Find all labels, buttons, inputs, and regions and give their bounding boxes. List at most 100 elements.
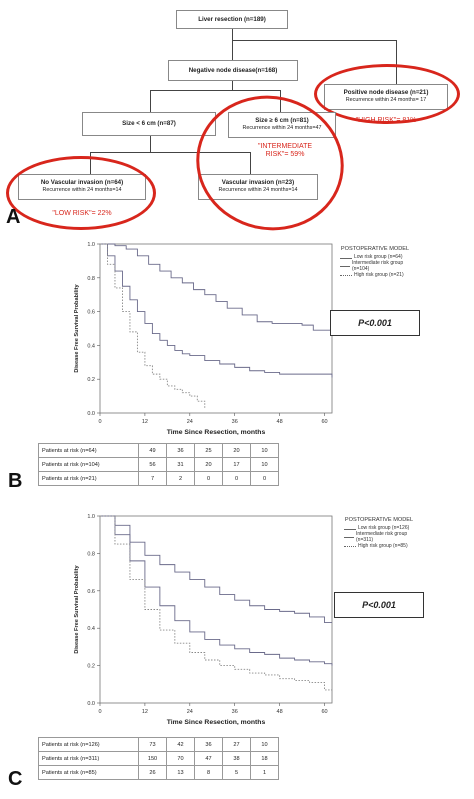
low-risk-curve xyxy=(100,515,332,624)
risk-cell: 47 xyxy=(194,751,223,766)
vascular-sub: Recurrence within 24 months=14 xyxy=(218,186,298,193)
size-large-sub: Recurrence within 24 months=47 xyxy=(242,124,322,131)
vascular-node: Vascular invasion (n=23) Recurrence with… xyxy=(198,174,318,200)
plot-frame xyxy=(99,243,333,414)
panel-b-letter: B xyxy=(8,470,23,492)
size-large-node: Size ≥ 6 cm (n=81) Recurrence within 24 … xyxy=(228,112,336,138)
negative-node-label: Negative node disease(n=168) xyxy=(188,67,278,74)
legend-b-entry-high: High risk group (n=21) xyxy=(340,272,410,279)
y-tick-label: 0.2 xyxy=(87,377,95,383)
pvalue-b: P<0.001 xyxy=(358,318,392,328)
legend-b-entry-low: Low risk group (n=64) xyxy=(340,255,410,261)
risk-cell: 26 xyxy=(138,765,167,780)
x-tick-label: 48 xyxy=(277,709,283,715)
risk-cell: 150 xyxy=(138,751,167,766)
y-tick-label: 0.0 xyxy=(87,411,95,417)
risk-cell: 10 xyxy=(250,737,279,752)
connector xyxy=(150,90,280,91)
risk-cell: 17 xyxy=(222,457,251,472)
vascular-title: Vascular invasion (n=23) xyxy=(221,179,295,186)
x-tick-label: 12 xyxy=(142,709,148,715)
risk-row-label: Patients at risk (n=21) xyxy=(38,471,139,486)
y-tick-label: 1.0 xyxy=(87,242,95,248)
x-tick-label: 24 xyxy=(187,419,193,425)
risk-cell: 36 xyxy=(166,443,195,458)
root-node: Liver resection (n=189) xyxy=(176,10,288,29)
risk-cell: 18 xyxy=(250,751,279,766)
x-tick-label: 36 xyxy=(232,419,238,425)
low-risk-curve xyxy=(100,243,332,331)
connector xyxy=(232,28,233,40)
x-tick-label: 60 xyxy=(321,419,327,425)
table-row: Patients at risk (n=85) 26 13 8 5 1 xyxy=(38,765,279,780)
low-risk-label: "LOW RISK"= 22% xyxy=(52,210,112,217)
risk-cell: 70 xyxy=(166,751,195,766)
connector xyxy=(250,152,251,174)
x-tick-label: 0 xyxy=(98,419,101,425)
risk-table-b: Patients at risk (n=64) 49 36 25 20 10 Patient… xyxy=(38,443,279,486)
x-axis-label: Time Since Resection, months xyxy=(167,719,266,726)
y-tick-label: 1.0 xyxy=(87,514,95,520)
y-tick-label: 0.8 xyxy=(87,276,95,282)
risk-cell: 20 xyxy=(194,457,223,472)
y-tick-label: 0.2 xyxy=(87,664,95,670)
risk-cell: 10 xyxy=(250,443,279,458)
intermediate-risk-curve xyxy=(100,515,333,666)
connector xyxy=(232,40,233,60)
y-tick-label: 0.8 xyxy=(87,551,95,557)
pvalue-box-b: P<0.001 xyxy=(330,310,420,336)
connector xyxy=(232,80,233,90)
table-row: Patients at risk (n=311) 150 70 47 38 18 xyxy=(38,751,279,766)
connector xyxy=(280,90,281,112)
risk-cell: 0 xyxy=(250,471,279,486)
high-risk-label: "HIGH RISK"= 81% xyxy=(355,117,417,124)
y-tick-label: 0.6 xyxy=(87,589,95,595)
legend-c-title: POSTOPERATIVE MODEL xyxy=(344,517,414,523)
risk-cell: 49 xyxy=(138,443,167,458)
y-axis-label: Disease Free Survival Probability xyxy=(74,283,80,372)
x-axis-label: Time Since Resection, months xyxy=(167,429,266,436)
connector xyxy=(150,90,151,112)
x-tick-label: 12 xyxy=(142,419,148,425)
table-row: Patients at risk (n=64) 49 36 25 20 10 xyxy=(38,443,279,458)
y-tick-label: 0.6 xyxy=(87,310,95,316)
pvalue-box-c: P<0.001 xyxy=(334,592,424,618)
legend-b-title: POSTOPERATIVE MODEL xyxy=(340,246,410,252)
connector xyxy=(150,136,151,152)
risk-table-c: Patients at risk (n=126) 73 42 36 27 10 Patien… xyxy=(38,737,279,780)
intermediate-risk-label: "INTERMEDIATE RISK"= 59% xyxy=(257,143,313,159)
high-risk-curve xyxy=(100,243,206,408)
risk-cell: 13 xyxy=(166,765,195,780)
panel-a-letter: A xyxy=(6,206,21,228)
risk-cell: 31 xyxy=(166,457,195,472)
risk-cell: 2 xyxy=(166,471,195,486)
risk-cell: 1 xyxy=(250,765,279,780)
x-tick-label: 36 xyxy=(232,709,238,715)
connector xyxy=(396,40,397,84)
y-tick-label: 0.4 xyxy=(87,343,95,349)
table-row: Patients at risk (n=126) 73 42 36 27 10 xyxy=(38,737,279,752)
risk-cell: 38 xyxy=(222,751,251,766)
pvalue-c: P<0.001 xyxy=(362,600,396,610)
intermediate-risk-curve xyxy=(100,243,333,378)
risk-cell: 7 xyxy=(138,471,167,486)
risk-row-label: Patients at risk (n=126) xyxy=(38,737,139,752)
y-tick-label: 0.0 xyxy=(87,701,95,707)
x-tick-label: 48 xyxy=(277,419,283,425)
connector xyxy=(232,40,396,41)
legend-b-entry-intermediate: Intermediate risk group (n=104) xyxy=(340,260,410,273)
panel-c-letter: C xyxy=(8,768,23,790)
y-tick-label: 0.4 xyxy=(87,626,95,632)
plot-frame xyxy=(99,515,333,704)
high-risk-ellipse xyxy=(314,64,460,124)
legend-c-entry-intermediate: Intermediate risk group (n=311) xyxy=(344,531,414,544)
size-large-title: Size ≥ 6 cm (n=81) xyxy=(255,117,309,124)
survival-chart-c: 0.0 0.2 0.4 0.6 0.8 1.0 0 12 24 36 48 60 Time Since … xyxy=(74,514,333,726)
legend-c-entry-low: Low risk group (n=126) xyxy=(344,526,414,532)
risk-cell: 73 xyxy=(138,737,167,752)
y-axis-label: Disease Free Survival Probability xyxy=(74,564,80,653)
size-small-node: Size < 6 cm (n=87) xyxy=(82,112,216,136)
risk-cell: 5 xyxy=(222,765,251,780)
low-risk-ellipse xyxy=(6,156,156,230)
survival-chart-b: 0.0 0.2 0.4 0.6 0.8 1.0 0 12 24 36 48 60 Time Since … xyxy=(74,242,333,436)
